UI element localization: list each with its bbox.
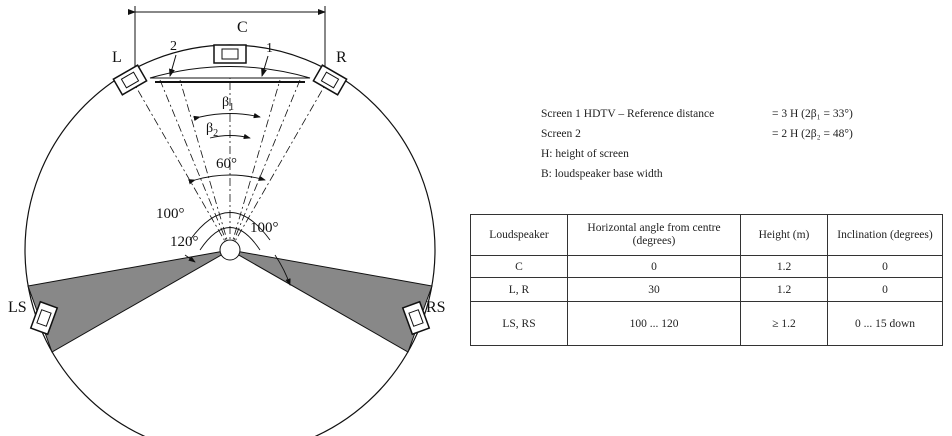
header-cell: Horizontal angle from centre (degrees) (567, 214, 741, 256)
header-cell: Height (m) (740, 214, 828, 256)
cell: 30 (567, 277, 741, 302)
listener (219, 239, 241, 261)
legend-text: B: loudspeaker base width (541, 168, 663, 180)
legend-value: = 2 H (2β₂ = 48°) (772, 128, 853, 140)
header-cell: Inclination (degrees) (827, 214, 943, 256)
label-l: L (112, 49, 122, 66)
legend: Screen 1 HDTV – Reference distance = 3 H … (541, 108, 853, 188)
label-rs: RS (426, 299, 446, 316)
cell: 0 (827, 255, 943, 278)
speaker-r (312, 64, 348, 96)
cell: L, R (470, 277, 568, 302)
cell: 1.2 (740, 277, 828, 302)
speaker-l (112, 64, 148, 96)
ls-sector (27, 249, 231, 353)
label-screen-2: 2 (170, 39, 177, 54)
label-c: C (237, 19, 248, 36)
layout-diagram: C L R LS RS 1 2 β1 β2 60° 100° 120° 100° (8, 6, 446, 436)
cell: LS, RS (470, 301, 568, 346)
screen (149, 66, 311, 79)
header-cell: Loudspeaker (470, 214, 568, 256)
legend-text: Screen 2 (541, 128, 581, 140)
label-100-left: 100° (156, 206, 185, 222)
speaker-table: Loudspeaker Horizontal angle from centre… (470, 214, 943, 346)
row: L, R 30 1.2 0 (470, 277, 943, 302)
header-row: Loudspeaker Horizontal angle from centre… (470, 214, 943, 256)
label-beta1: β1 (222, 95, 234, 113)
rs-sector (229, 249, 433, 353)
speaker-c-cone (221, 48, 239, 60)
legend-row: Screen 2 = 2 H (2β₂ = 48°) (541, 128, 853, 148)
legend-row: Screen 1 HDTV – Reference distance = 3 H … (541, 108, 853, 128)
legend-text: H: height of screen (541, 148, 629, 160)
cell: 0 (567, 255, 741, 278)
cell: C (470, 255, 568, 278)
label-beta2: β2 (206, 121, 218, 139)
cell: 0 ... 15 down (827, 301, 943, 346)
speaker-rs (401, 300, 431, 336)
row: C 0 1.2 0 (470, 255, 943, 278)
cell: 0 (827, 277, 943, 302)
label-screen-1: 1 (266, 41, 273, 56)
label-100-right: 100° (250, 220, 279, 236)
leader-1 (261, 55, 269, 77)
label-ls: LS (8, 299, 27, 316)
legend-row: B: loudspeaker base width (541, 168, 714, 188)
label-120: 120° (170, 234, 199, 250)
leader-2 (169, 54, 177, 77)
speaker-ls (29, 300, 59, 336)
cell: 1.2 (740, 255, 828, 278)
label-60: 60° (216, 156, 237, 172)
label-r: R (336, 49, 347, 66)
row: LS, RS 100 ... 120 ≥ 1.2 0 ... 15 down (470, 301, 943, 346)
speaker-c (213, 44, 247, 64)
sight-lines (127, 70, 333, 251)
legend-value: = 3 H (2β₁ = 33°) (772, 108, 853, 120)
legend-text: Screen 1 HDTV – Reference distance (541, 108, 715, 120)
cell: ≥ 1.2 (740, 301, 828, 346)
legend-row: H: height of screen (541, 148, 714, 168)
cell: 100 ... 120 (567, 301, 741, 346)
angle-arcs (184, 112, 291, 286)
